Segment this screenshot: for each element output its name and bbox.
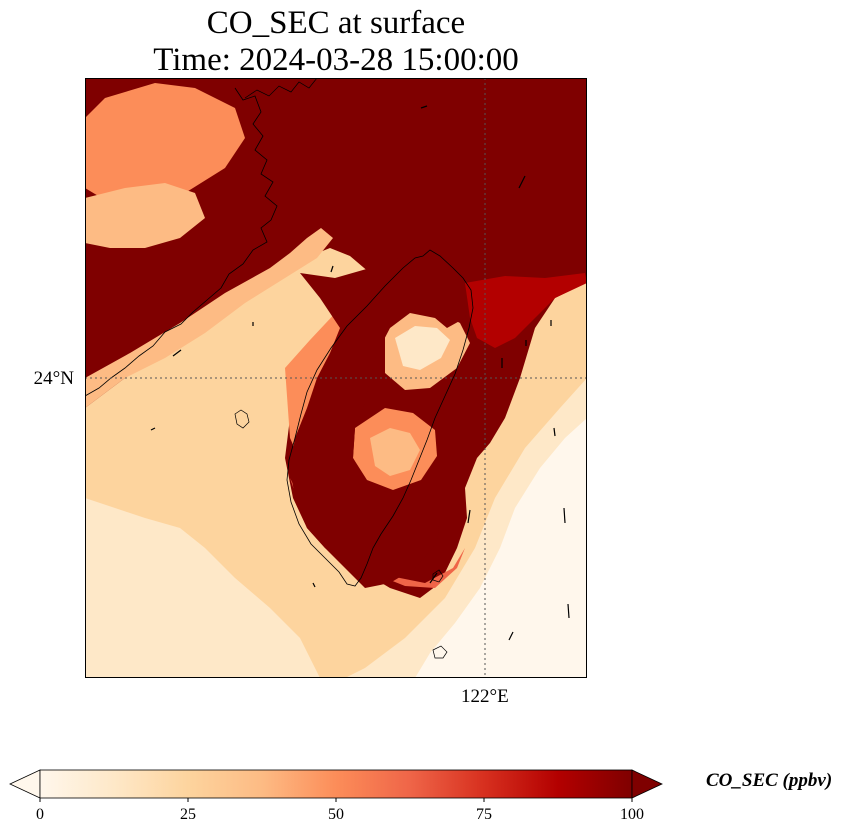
small-island-penghu [234,409,250,429]
latitude-tick-label: 24°N [33,368,74,389]
colorbar-extend-min [9,769,41,799]
field-lowest-region-southeast [415,418,587,678]
wind-vector [567,603,570,619]
wind-vector [429,572,438,584]
map-panel [85,78,587,678]
map-frame [85,78,587,678]
field-low-region-southwest [85,498,320,678]
colorbar-tick-label-0: 0 [36,806,44,823]
mainland-coastline-north [244,78,318,99]
colorbar-tick-label-50: 50 [328,806,344,823]
field-mid-band-west [85,228,333,408]
wind-vector [420,105,428,109]
map-title-line-2: Time: 2024-03-28 15:00:00 [153,42,519,78]
wind-vector [508,631,514,641]
wind-vector [312,582,316,588]
wind-vector [330,265,334,273]
colorbar-tick-label-100: 100 [620,806,644,823]
wind-vector [467,509,471,524]
wind-vector [172,349,182,357]
field-mid-patch-northwest [85,83,245,208]
colorbar-graphic [9,769,663,802]
field-mid-patch-east-inner [395,326,450,370]
colorbar-title: CO_SEC (ppbv) [706,770,833,791]
wind-vector [553,427,556,437]
field-light-patch-northwest [85,183,205,248]
field-high-core-island [290,256,473,588]
small-island-orchid [432,645,448,659]
colorbar-tick-label-75: 75 [476,806,492,823]
field-high-northeast [465,273,587,348]
wind-vectors [150,105,570,641]
field-light-patch-southeast [370,428,420,476]
wind-vector [150,427,156,431]
map-title-line-1: CO_SEC at surface [206,5,466,41]
map-canvas [85,78,587,678]
colorbar-body [39,769,633,799]
wind-vector [518,175,526,189]
colorbar-tick-label-25: 25 [180,806,196,823]
longitude-tick-label: 122°E [461,686,509,707]
colorbar-extend-max [631,769,663,799]
mainland-coastline [85,87,278,397]
wind-vector [563,507,566,524]
colorbar [8,769,664,803]
island-coastline [286,249,474,587]
